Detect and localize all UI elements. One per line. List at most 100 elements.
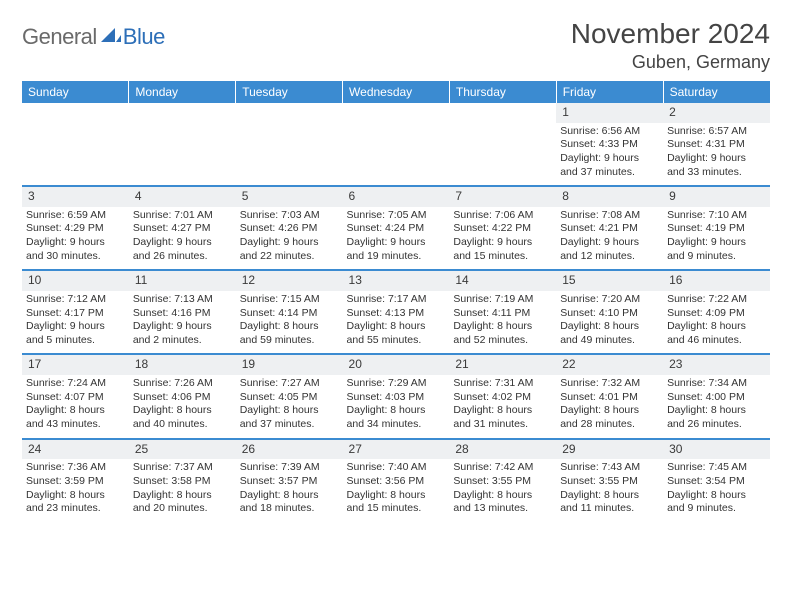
calendar-cell: 3Sunrise: 6:59 AMSunset: 4:29 PMDaylight…: [22, 186, 129, 270]
sunrise-text: Sunrise: 7:39 AM: [240, 461, 337, 475]
weekday-header: Saturday: [663, 81, 770, 103]
sunset-text: Sunset: 4:14 PM: [240, 307, 337, 321]
day-number: 26: [236, 440, 343, 460]
calendar-cell: 6Sunrise: 7:05 AMSunset: 4:24 PMDaylight…: [343, 186, 450, 270]
cell-body: Sunrise: 7:15 AMSunset: 4:14 PMDaylight:…: [236, 291, 343, 354]
sunrise-text: Sunrise: 7:17 AM: [347, 293, 444, 307]
cell-body: [449, 123, 556, 181]
calendar-cell: 21Sunrise: 7:31 AMSunset: 4:02 PMDayligh…: [449, 354, 556, 438]
cell-body: Sunrise: 6:59 AMSunset: 4:29 PMDaylight:…: [22, 207, 129, 270]
calendar-row: 10Sunrise: 7:12 AMSunset: 4:17 PMDayligh…: [22, 270, 770, 354]
daylight-text: Daylight: 8 hours and 52 minutes.: [453, 320, 550, 347]
sunrise-text: Sunrise: 6:59 AM: [26, 209, 123, 223]
cell-body: Sunrise: 7:12 AMSunset: 4:17 PMDaylight:…: [22, 291, 129, 354]
sunrise-text: Sunrise: 7:31 AM: [453, 377, 550, 391]
day-number: 11: [129, 271, 236, 291]
daylight-text: Daylight: 9 hours and 12 minutes.: [560, 236, 657, 263]
sunrise-text: Sunrise: 7:19 AM: [453, 293, 550, 307]
calendar-cell: 23Sunrise: 7:34 AMSunset: 4:00 PMDayligh…: [663, 354, 770, 438]
cell-body: Sunrise: 7:45 AMSunset: 3:54 PMDaylight:…: [663, 459, 770, 522]
sunset-text: Sunset: 3:58 PM: [133, 475, 230, 489]
calendar-cell: 13Sunrise: 7:17 AMSunset: 4:13 PMDayligh…: [343, 270, 450, 354]
day-number: 14: [449, 271, 556, 291]
calendar-row: 24Sunrise: 7:36 AMSunset: 3:59 PMDayligh…: [22, 439, 770, 522]
daylight-text: Daylight: 9 hours and 19 minutes.: [347, 236, 444, 263]
daylight-text: Daylight: 8 hours and 43 minutes.: [26, 404, 123, 431]
sunset-text: Sunset: 4:02 PM: [453, 391, 550, 405]
calendar-row: 3Sunrise: 6:59 AMSunset: 4:29 PMDaylight…: [22, 186, 770, 270]
daylight-text: Daylight: 8 hours and 59 minutes.: [240, 320, 337, 347]
daylight-text: Daylight: 9 hours and 22 minutes.: [240, 236, 337, 263]
cell-body: Sunrise: 7:17 AMSunset: 4:13 PMDaylight:…: [343, 291, 450, 354]
calendar-cell: 7Sunrise: 7:06 AMSunset: 4:22 PMDaylight…: [449, 186, 556, 270]
cell-body: Sunrise: 7:27 AMSunset: 4:05 PMDaylight:…: [236, 375, 343, 438]
weekday-header: Sunday: [22, 81, 129, 103]
sunrise-text: Sunrise: 7:22 AM: [667, 293, 764, 307]
calendar-cell: 24Sunrise: 7:36 AMSunset: 3:59 PMDayligh…: [22, 439, 129, 522]
sunrise-text: Sunrise: 7:45 AM: [667, 461, 764, 475]
calendar-cell: .: [449, 103, 556, 186]
daylight-text: Daylight: 9 hours and 15 minutes.: [453, 236, 550, 263]
calendar-cell: 20Sunrise: 7:29 AMSunset: 4:03 PMDayligh…: [343, 354, 450, 438]
sunrise-text: Sunrise: 7:01 AM: [133, 209, 230, 223]
cell-body: Sunrise: 7:19 AMSunset: 4:11 PMDaylight:…: [449, 291, 556, 354]
sunset-text: Sunset: 4:27 PM: [133, 222, 230, 236]
daylight-text: Daylight: 9 hours and 26 minutes.: [133, 236, 230, 263]
sunrise-text: Sunrise: 7:06 AM: [453, 209, 550, 223]
cell-body: [343, 123, 450, 181]
calendar-cell: 28Sunrise: 7:42 AMSunset: 3:55 PMDayligh…: [449, 439, 556, 522]
calendar-cell: 16Sunrise: 7:22 AMSunset: 4:09 PMDayligh…: [663, 270, 770, 354]
day-number: 5: [236, 187, 343, 207]
sunrise-text: Sunrise: 7:03 AM: [240, 209, 337, 223]
calendar-cell: 11Sunrise: 7:13 AMSunset: 4:16 PMDayligh…: [129, 270, 236, 354]
sunset-text: Sunset: 4:01 PM: [560, 391, 657, 405]
sunrise-text: Sunrise: 7:15 AM: [240, 293, 337, 307]
day-number: 9: [663, 187, 770, 207]
cell-body: Sunrise: 6:56 AMSunset: 4:33 PMDaylight:…: [556, 123, 663, 186]
logo-text-general: General: [22, 24, 97, 50]
sunrise-text: Sunrise: 7:40 AM: [347, 461, 444, 475]
calendar-cell: 15Sunrise: 7:20 AMSunset: 4:10 PMDayligh…: [556, 270, 663, 354]
sunrise-text: Sunrise: 7:36 AM: [26, 461, 123, 475]
cell-body: [236, 123, 343, 181]
cell-body: Sunrise: 7:42 AMSunset: 3:55 PMDaylight:…: [449, 459, 556, 522]
sunrise-text: Sunrise: 7:42 AM: [453, 461, 550, 475]
sunset-text: Sunset: 4:03 PM: [347, 391, 444, 405]
sunset-text: Sunset: 4:29 PM: [26, 222, 123, 236]
logo-text-blue: Blue: [123, 24, 165, 50]
sunrise-text: Sunrise: 7:08 AM: [560, 209, 657, 223]
daylight-text: Daylight: 9 hours and 9 minutes.: [667, 236, 764, 263]
sunset-text: Sunset: 4:11 PM: [453, 307, 550, 321]
daylight-text: Daylight: 9 hours and 5 minutes.: [26, 320, 123, 347]
daylight-text: Daylight: 8 hours and 46 minutes.: [667, 320, 764, 347]
sunrise-text: Sunrise: 7:27 AM: [240, 377, 337, 391]
title-block: November 2024 Guben, Germany: [571, 18, 770, 73]
sunrise-text: Sunrise: 7:05 AM: [347, 209, 444, 223]
day-number: 23: [663, 355, 770, 375]
sunset-text: Sunset: 4:22 PM: [453, 222, 550, 236]
sunset-text: Sunset: 4:26 PM: [240, 222, 337, 236]
daylight-text: Daylight: 8 hours and 18 minutes.: [240, 489, 337, 516]
cell-body: Sunrise: 7:08 AMSunset: 4:21 PMDaylight:…: [556, 207, 663, 270]
cell-body: [129, 123, 236, 181]
day-number: 17: [22, 355, 129, 375]
sunrise-text: Sunrise: 7:34 AM: [667, 377, 764, 391]
sunrise-text: Sunrise: 7:37 AM: [133, 461, 230, 475]
calendar-cell: 19Sunrise: 7:27 AMSunset: 4:05 PMDayligh…: [236, 354, 343, 438]
weekday-header-row: Sunday Monday Tuesday Wednesday Thursday…: [22, 81, 770, 103]
calendar-cell: 9Sunrise: 7:10 AMSunset: 4:19 PMDaylight…: [663, 186, 770, 270]
calendar-cell: 4Sunrise: 7:01 AMSunset: 4:27 PMDaylight…: [129, 186, 236, 270]
daylight-text: Daylight: 9 hours and 30 minutes.: [26, 236, 123, 263]
sunset-text: Sunset: 4:24 PM: [347, 222, 444, 236]
sunrise-text: Sunrise: 6:56 AM: [560, 125, 657, 139]
calendar-cell: .: [343, 103, 450, 186]
cell-body: Sunrise: 7:34 AMSunset: 4:00 PMDaylight:…: [663, 375, 770, 438]
weekday-header: Friday: [556, 81, 663, 103]
sunrise-text: Sunrise: 7:29 AM: [347, 377, 444, 391]
day-number: 25: [129, 440, 236, 460]
calendar-cell: .: [22, 103, 129, 186]
cell-body: Sunrise: 7:20 AMSunset: 4:10 PMDaylight:…: [556, 291, 663, 354]
daylight-text: Daylight: 9 hours and 2 minutes.: [133, 320, 230, 347]
daylight-text: Daylight: 8 hours and 9 minutes.: [667, 489, 764, 516]
sunset-text: Sunset: 3:56 PM: [347, 475, 444, 489]
